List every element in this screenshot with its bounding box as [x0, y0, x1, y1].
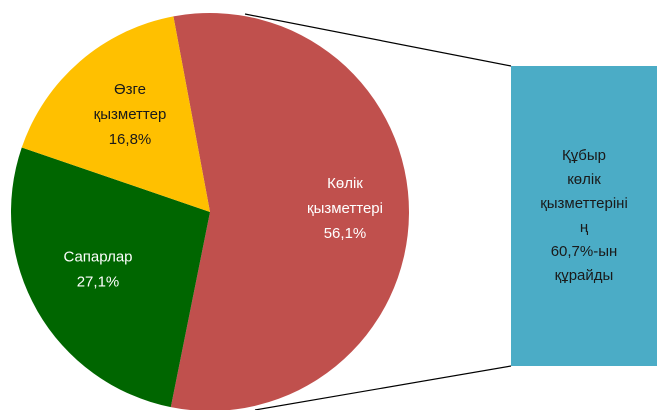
callout-box	[511, 66, 657, 366]
callout-line	[244, 13, 512, 67]
callout-line	[254, 365, 512, 410]
callout-text: Құбыр	[562, 147, 606, 164]
slice-label: Өзге қызметтер	[94, 81, 167, 123]
slice-label: Сапарлар	[63, 248, 132, 265]
callout-text: құрайды	[555, 267, 614, 284]
pie-slice	[21, 16, 210, 212]
callout-text: 60,7%-ын	[551, 243, 618, 260]
callout-text: қызметтеріні	[540, 195, 628, 212]
callout-text: ң	[580, 219, 589, 236]
value-label: 27,1%	[77, 273, 120, 290]
pie-slice	[10, 147, 211, 408]
value-label: 56,1%	[324, 225, 367, 242]
value-label: 16,8%	[109, 131, 152, 148]
pie-slice	[170, 13, 409, 410]
callout-text: көлік	[567, 171, 601, 188]
slice-label: Көлік қызметтері	[307, 175, 383, 217]
